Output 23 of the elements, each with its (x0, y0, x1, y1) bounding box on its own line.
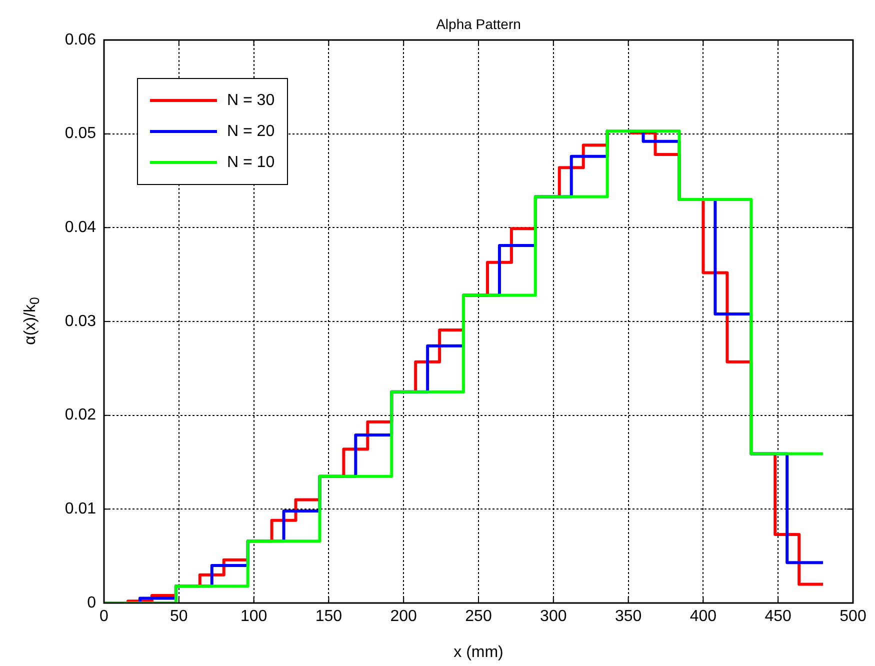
x-axis-title: x (mm) (454, 644, 504, 661)
y-tick-label: 0.06 (64, 31, 96, 48)
x-tick-label: 150 (315, 608, 342, 626)
y-tick-label: 0.04 (64, 219, 96, 236)
legend-label: N = 30 (227, 91, 275, 111)
y-tick-label: 0 (87, 594, 96, 612)
x-tick-label: 300 (540, 608, 567, 626)
y-tick-label: 0.05 (64, 125, 96, 142)
legend-label: N = 10 (227, 153, 275, 173)
y-tick-label: 0.03 (64, 312, 96, 330)
x-tick-label: 350 (614, 608, 642, 626)
x-tick-label: 0 (100, 608, 109, 626)
y-tick-label: 0.01 (64, 500, 96, 518)
chart-title: Alpha Pattern (436, 16, 521, 32)
x-tick-label: 400 (690, 608, 717, 626)
y-tick-label: 0.02 (64, 406, 96, 424)
x-tick-label: 200 (390, 608, 418, 626)
legend-label: N = 20 (227, 122, 275, 142)
x-tick-label: 450 (764, 608, 792, 626)
x-tick-label: 100 (240, 608, 268, 626)
x-tick-label: 250 (465, 608, 492, 626)
x-tick-label: 500 (840, 608, 866, 626)
x-tick-label: 50 (170, 608, 188, 626)
